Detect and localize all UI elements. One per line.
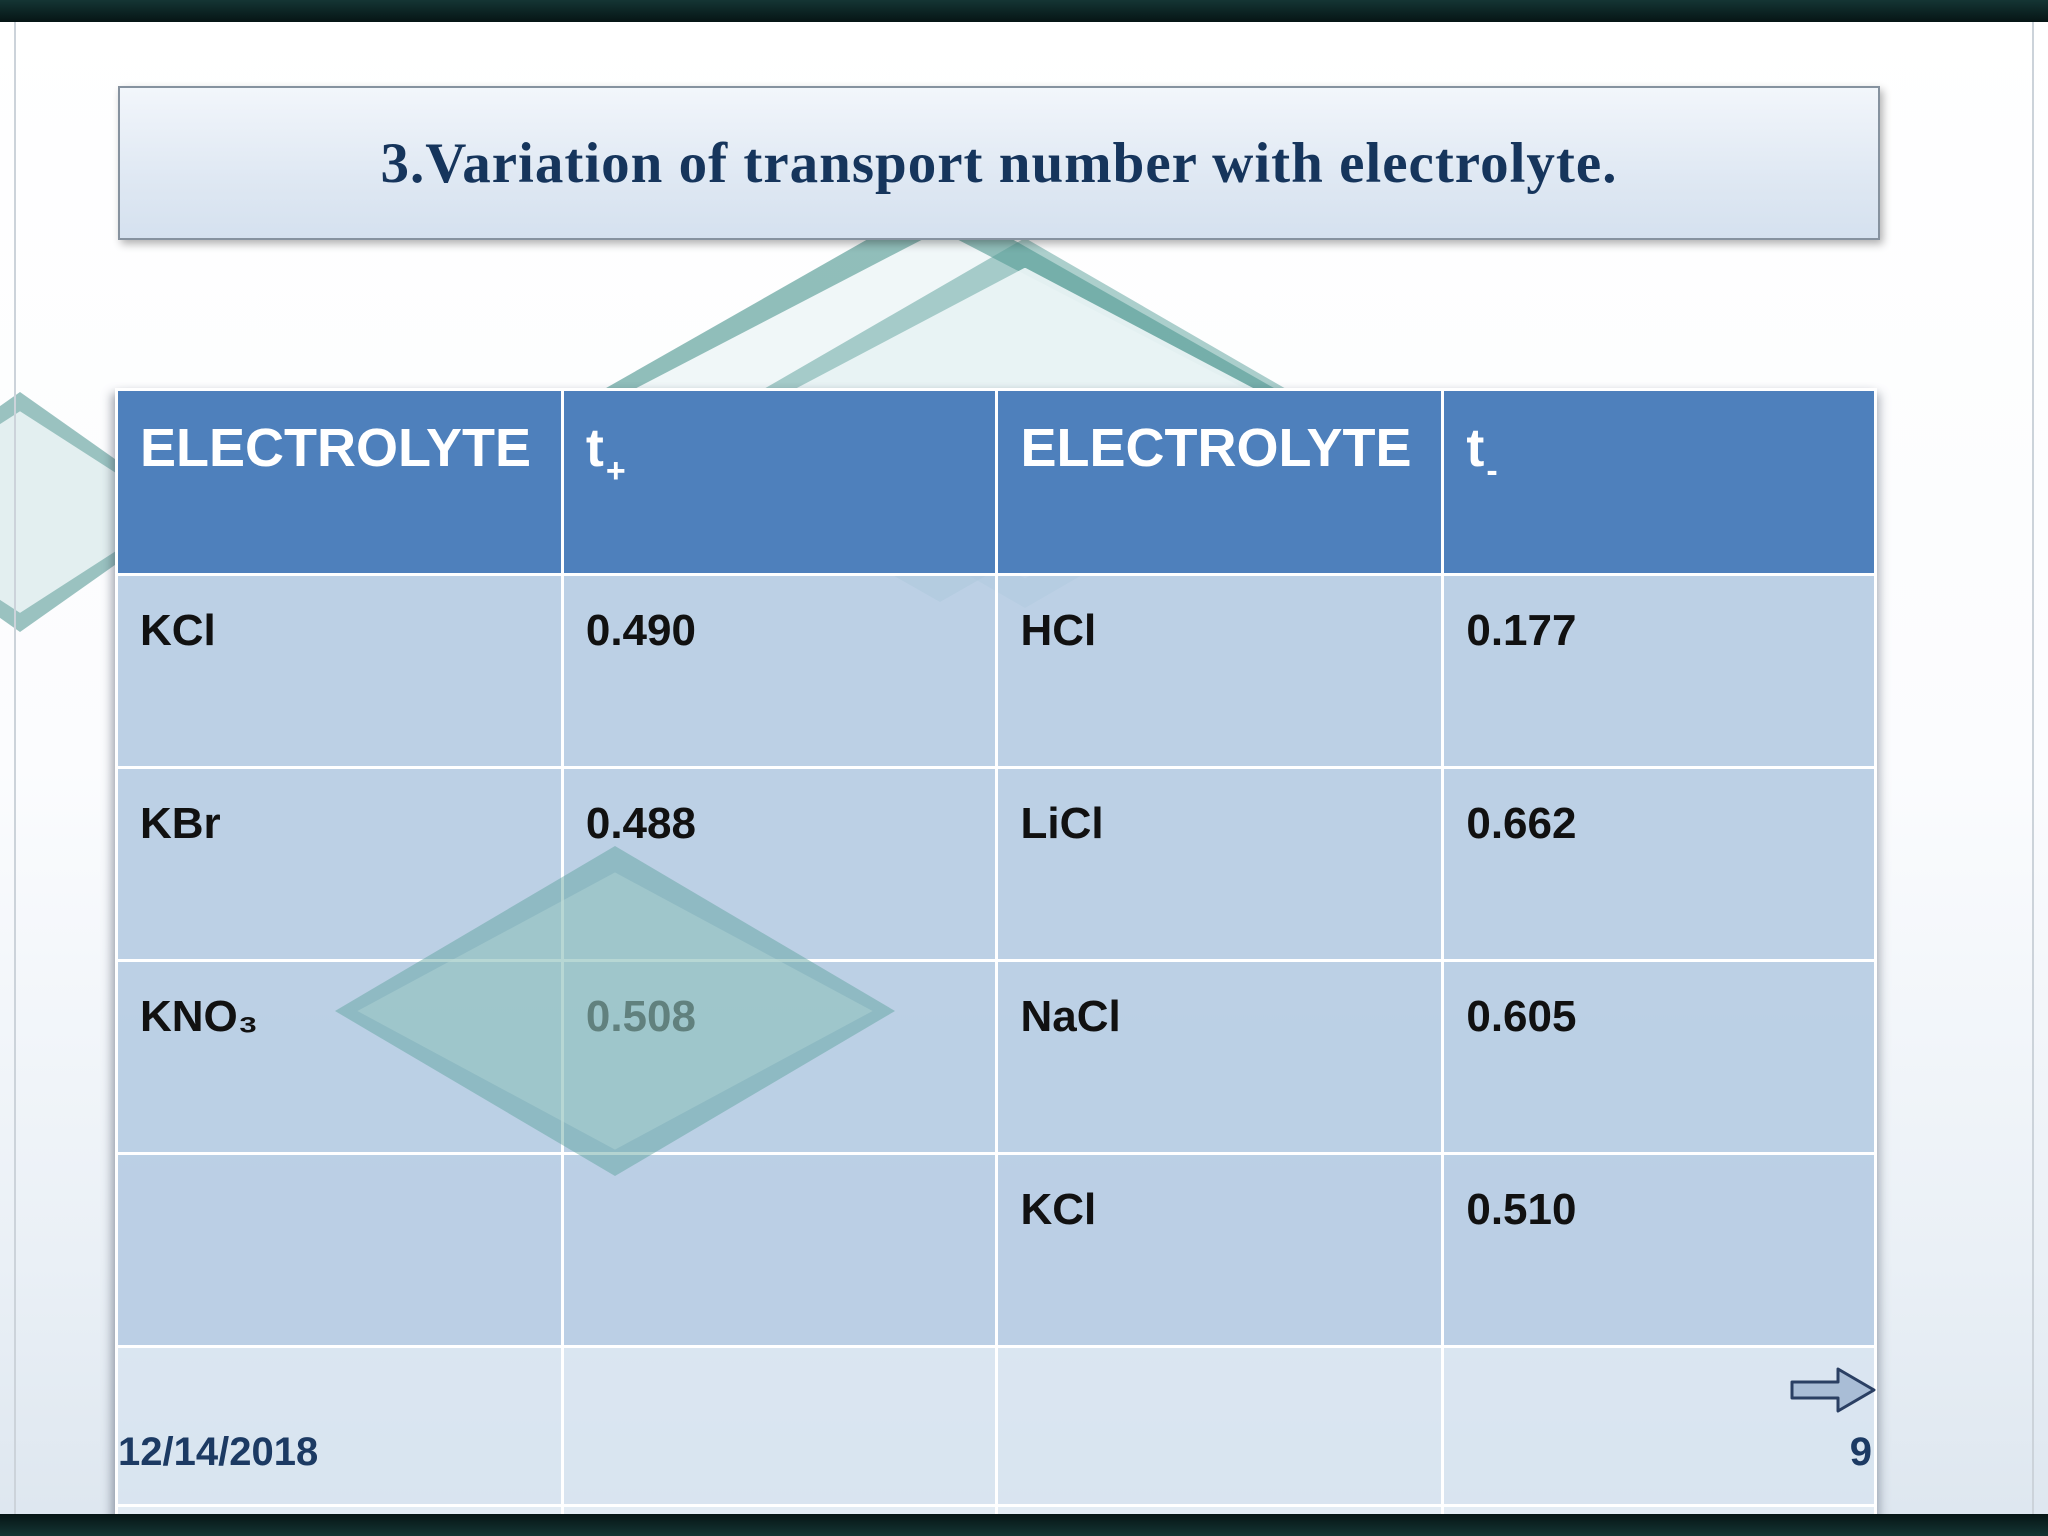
slide-border-right (2032, 22, 2034, 1514)
table-cell-empty (115, 1345, 564, 1507)
table-cell: 0.508 (560, 959, 999, 1155)
table-cell-empty (1441, 1345, 1877, 1507)
slide-border-top (0, 0, 2048, 22)
table-cell: 0.605 (1441, 959, 1877, 1155)
column-header-electrolyte-right: ELECTROLYTE (995, 388, 1445, 576)
table-row: KBr 0.488 LiCl 0.662 (115, 766, 1877, 962)
table-cell-empty (560, 1345, 999, 1507)
header-label: t (585, 418, 604, 478)
table-cell: 0.490 (560, 573, 999, 769)
header-subscript: + (605, 452, 626, 490)
table-row: KNO₃ 0.508 NaCl 0.605 (115, 959, 1877, 1155)
transport-number-table: ELECTROLYTE t+ ELECTROLYTE t- KCl 0.490 … (115, 388, 1877, 1536)
header-label: ELECTROLYTE (140, 418, 532, 478)
next-arrow-icon[interactable] (1790, 1366, 1876, 1419)
table-cell: KCl (995, 1152, 1445, 1348)
column-header-t-minus: t- (1441, 388, 1877, 576)
table-cell: LiCl (995, 766, 1445, 962)
table-header-row: ELECTROLYTE t+ ELECTROLYTE t- (115, 388, 1877, 576)
table-body: KCl 0.490 HCl 0.177 KBr 0.488 LiCl 0.662… (115, 573, 1877, 1536)
table-cell: NaCl (995, 959, 1445, 1155)
table-cell: KCl (115, 573, 564, 769)
slide-title: 3.Variation of transport number with ele… (380, 131, 1618, 195)
slide-border-left (14, 22, 16, 1514)
table-header: ELECTROLYTE t+ ELECTROLYTE t- (115, 388, 1877, 576)
table-cell: 0.177 (1441, 573, 1877, 769)
page-number: 9 (1849, 1430, 1872, 1474)
table-row: KCl 0.490 HCl 0.177 (115, 573, 1877, 769)
table-row-empty (115, 1345, 1877, 1507)
table-cell: HCl (995, 573, 1445, 769)
table-cell: 0.510 (1441, 1152, 1877, 1348)
slide-date: 12/14/2018 (118, 1430, 319, 1474)
table-row: KCl 0.510 (115, 1152, 1877, 1348)
table-cell: KNO₃ (115, 959, 564, 1155)
header-label: t (1466, 418, 1485, 478)
table-cell (560, 1152, 999, 1348)
slide-border-bottom (0, 1514, 2048, 1536)
table-cell-empty (995, 1345, 1445, 1507)
header-label: ELECTROLYTE (1020, 418, 1412, 478)
column-header-t-plus: t+ (560, 388, 999, 576)
column-header-electrolyte-left: ELECTROLYTE (115, 388, 564, 576)
title-box: 3.Variation of transport number with ele… (118, 86, 1880, 240)
table-cell (115, 1152, 564, 1348)
table-cell: 0.488 (560, 766, 999, 962)
header-subscript: - (1486, 452, 1498, 490)
table-cell: KBr (115, 766, 564, 962)
table-cell: 0.662 (1441, 766, 1877, 962)
